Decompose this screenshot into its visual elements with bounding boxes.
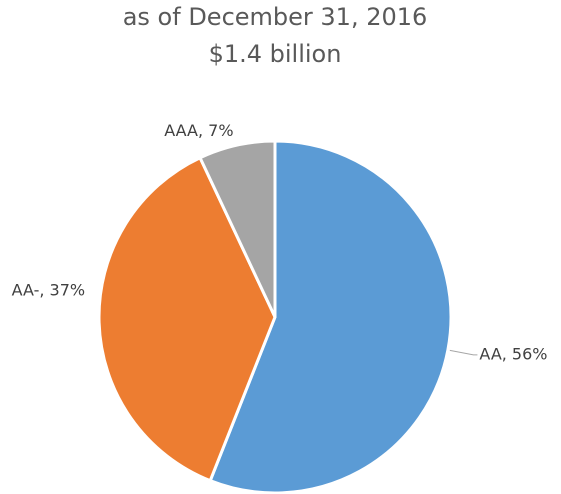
data-label: AA, 56% bbox=[479, 344, 547, 363]
pie-slice bbox=[97, 155, 277, 483]
chart-title: as of December 31, 2016 bbox=[123, 3, 428, 31]
leader-line bbox=[449, 349, 478, 356]
pie-slice bbox=[198, 139, 277, 318]
chart-subtitle: $1.4 billion bbox=[209, 40, 342, 68]
data-label: AA-, 37% bbox=[12, 280, 86, 299]
data-label: AAA, 7% bbox=[164, 121, 233, 140]
pie-slice bbox=[208, 139, 453, 494]
